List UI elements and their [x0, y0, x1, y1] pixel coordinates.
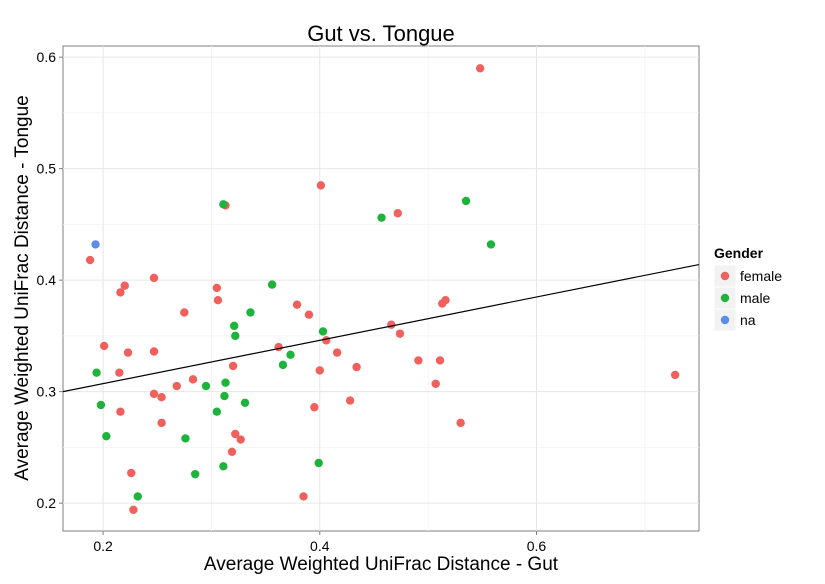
- y-axis-ticks: 0.2 0.3 0.4 0.5 0.6: [37, 49, 63, 511]
- data-point-female: [395, 329, 405, 338]
- y-axis-title: Average Weighted UniFrac Distance - Tong…: [12, 95, 33, 481]
- data-point-male: [267, 280, 277, 289]
- data-point-female: [438, 299, 447, 308]
- data-point-male: [314, 458, 323, 468]
- data-point-female: [414, 356, 423, 365]
- data-point-male: [246, 308, 255, 317]
- data-point-female: [393, 209, 402, 218]
- legend-title: Gender: [714, 245, 764, 261]
- data-point-female: [274, 342, 283, 352]
- data-point-female: [85, 255, 95, 265]
- data-point-female: [352, 362, 361, 372]
- data-point-male: [133, 492, 142, 501]
- data-point-female: [213, 296, 223, 305]
- data-point-female: [431, 379, 440, 389]
- data-point-na: [91, 240, 100, 249]
- legend-label-female: female: [740, 268, 782, 284]
- data-point-female: [149, 273, 159, 283]
- x-tick-label: 0.2: [93, 538, 113, 554]
- data-point-female: [172, 381, 181, 391]
- data-point-male: [286, 350, 295, 360]
- data-point-male: [181, 434, 190, 443]
- data-point-female: [228, 361, 238, 371]
- data-point-male: [229, 321, 239, 331]
- x-tick-label: 0.6: [527, 538, 547, 554]
- data-points: [85, 64, 680, 515]
- data-point-female: [120, 281, 129, 290]
- data-point-female: [310, 403, 319, 412]
- data-point-male: [486, 240, 496, 249]
- chart-title: Gut vs. Tongue: [307, 21, 455, 46]
- legend-key-na: [720, 315, 730, 325]
- data-point-female: [127, 468, 136, 478]
- legend-key-male: [720, 293, 730, 303]
- data-point-male: [220, 391, 229, 401]
- y-tick-label: 0.2: [37, 495, 57, 511]
- y-tick-label: 0.6: [37, 49, 57, 65]
- data-point-female: [227, 447, 237, 457]
- data-point-male: [240, 398, 250, 407]
- data-point-male: [96, 400, 106, 410]
- x-axis-title: Average Weighted UniFrac Distance - Gut: [204, 554, 559, 575]
- y-tick-label: 0.3: [37, 384, 57, 400]
- data-point-female: [304, 310, 314, 319]
- data-point-female: [387, 320, 396, 329]
- legend-key-female: [720, 271, 730, 281]
- data-point-female: [123, 348, 133, 357]
- data-point-male: [102, 432, 111, 441]
- legend-label-na: na: [740, 312, 756, 328]
- legend-label-male: male: [740, 290, 771, 306]
- data-point-female: [236, 435, 245, 444]
- data-point-male: [318, 327, 328, 336]
- data-point-male: [190, 469, 200, 479]
- data-point-female: [231, 429, 240, 439]
- data-point-male: [212, 407, 222, 416]
- data-point-female: [99, 341, 109, 351]
- y-tick-label: 0.4: [37, 272, 57, 288]
- data-point-female: [149, 347, 159, 356]
- data-point-female: [188, 375, 198, 384]
- data-point-male: [377, 213, 386, 222]
- data-point-female: [157, 418, 166, 428]
- data-point-female: [115, 368, 124, 377]
- data-point-female: [456, 418, 465, 428]
- data-point-female: [180, 308, 189, 317]
- x-tick-label: 0.4: [310, 538, 330, 554]
- data-point-female: [322, 336, 331, 345]
- data-point-female: [212, 283, 222, 293]
- x-axis-ticks: 0.2 0.4 0.6: [93, 531, 546, 554]
- y-tick-label: 0.5: [37, 161, 57, 177]
- data-point-male: [219, 462, 228, 471]
- data-point-male: [461, 196, 471, 206]
- trend-line: [62, 263, 700, 393]
- data-point-female: [316, 181, 326, 190]
- legend-entries: female male na: [713, 264, 782, 332]
- data-point-female: [475, 64, 485, 73]
- legend: Gender female male na: [713, 245, 782, 332]
- data-point-female: [332, 348, 342, 357]
- data-point-male: [219, 200, 228, 209]
- major-gridlines: [63, 46, 699, 531]
- data-point-male: [231, 331, 240, 341]
- data-point-male: [278, 360, 288, 370]
- data-point-female: [149, 389, 159, 399]
- data-point-female: [116, 407, 125, 416]
- data-point-female: [292, 300, 302, 309]
- data-point-male: [221, 378, 230, 387]
- data-point-female: [670, 370, 680, 380]
- plot-panel-background: [62, 45, 700, 532]
- data-point-female: [345, 396, 355, 405]
- data-point-female: [435, 356, 445, 365]
- data-point-female: [315, 366, 324, 375]
- data-point-female: [299, 492, 308, 501]
- minor-gridlines: [63, 46, 699, 531]
- data-point-male: [92, 368, 101, 377]
- data-point-female: [129, 505, 138, 515]
- data-point-male: [201, 381, 211, 391]
- data-point-female: [157, 393, 166, 402]
- data-point-female: [116, 288, 125, 297]
